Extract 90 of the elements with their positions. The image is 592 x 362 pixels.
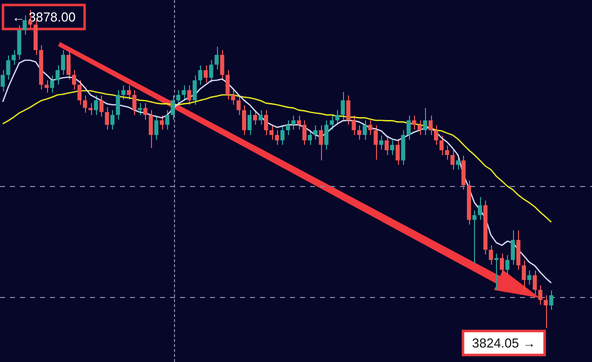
candlestick — [236, 95, 241, 116]
candlestick — [379, 135, 384, 150]
candlestick — [544, 294, 548, 328]
candlestick — [384, 135, 389, 156]
candlestick — [258, 110, 263, 126]
candlestick — [170, 95, 175, 120]
candlestick — [488, 244, 493, 266]
candlestick — [44, 80, 49, 94]
candlestick — [346, 95, 350, 126]
candlestick — [396, 140, 400, 166]
candlestick — [187, 84, 192, 106]
candlestick — [440, 135, 444, 156]
candlestick — [176, 90, 180, 106]
candlestick — [335, 110, 340, 126]
candlestick — [374, 124, 378, 160]
candlestick — [428, 115, 433, 136]
candlestick — [72, 70, 76, 90]
candlestick — [121, 84, 126, 100]
candlestick — [56, 64, 60, 86]
candlestick — [104, 106, 110, 130]
candlestick — [434, 124, 438, 146]
candlestick — [248, 110, 252, 136]
candlestick — [291, 115, 296, 130]
candlestick — [500, 253, 504, 276]
candlestick — [0, 70, 5, 92]
candlestick — [538, 284, 542, 306]
candlestick — [418, 120, 422, 136]
candlestick — [110, 110, 115, 130]
candlestick — [231, 90, 236, 106]
candlestick — [549, 290, 554, 310]
candlestick — [182, 84, 186, 100]
candlestick — [160, 115, 164, 130]
candlestick — [209, 60, 214, 84]
candlestick — [126, 84, 131, 100]
candlestick — [6, 54, 10, 80]
candlestick — [532, 270, 537, 296]
candlestick — [82, 95, 88, 114]
candlestick — [116, 90, 120, 120]
candlestick — [324, 120, 328, 150]
candlestick — [66, 50, 71, 80]
candlestick — [340, 92, 345, 120]
candlestick — [296, 115, 301, 130]
candlestick — [154, 115, 158, 140]
candlestick — [226, 70, 230, 100]
candlestick — [99, 95, 104, 118]
candlestick — [444, 144, 450, 160]
candlestick — [12, 50, 16, 66]
candlestick — [274, 130, 280, 146]
candlestick — [280, 124, 285, 146]
candlestick — [390, 140, 394, 156]
candlestick — [50, 75, 54, 94]
candlestick — [242, 104, 246, 136]
candlestick — [313, 124, 318, 140]
candlestick — [143, 102, 148, 120]
candlestick — [527, 270, 532, 286]
candlestick — [406, 115, 411, 140]
candlestick — [198, 64, 202, 86]
candlestick — [357, 124, 362, 140]
candlestick — [220, 50, 224, 80]
candlestick — [450, 150, 455, 170]
candlestick — [494, 253, 498, 290]
candlestick — [412, 115, 416, 130]
candlestick — [132, 90, 136, 116]
candlestick — [302, 120, 306, 146]
candlestick — [253, 110, 258, 126]
candlestick — [318, 124, 323, 161]
candlestick — [362, 120, 367, 140]
candlestick — [330, 115, 334, 130]
candlestick — [352, 115, 356, 136]
candlestick — [22, 14, 27, 36]
candlestick — [269, 124, 274, 140]
text: 3824.05 → — [472, 336, 536, 351]
candlestick — [505, 254, 510, 276]
candlestick — [308, 130, 312, 146]
candlestick — [478, 196, 482, 220]
candlestick — [94, 95, 98, 116]
candlestick — [286, 120, 290, 136]
candlestick — [510, 230, 515, 266]
candlestick — [214, 46, 219, 70]
candlestick — [165, 110, 170, 130]
candlestick — [61, 50, 66, 76]
candlestick — [423, 107, 428, 136]
candlestick — [264, 110, 268, 136]
candlestick — [192, 75, 197, 106]
candlestick — [472, 210, 477, 264]
candlestick — [148, 110, 153, 149]
candlestick — [77, 80, 82, 106]
candlestick — [368, 120, 372, 136]
candlestick — [204, 64, 208, 84]
candlestick — [522, 260, 526, 290]
